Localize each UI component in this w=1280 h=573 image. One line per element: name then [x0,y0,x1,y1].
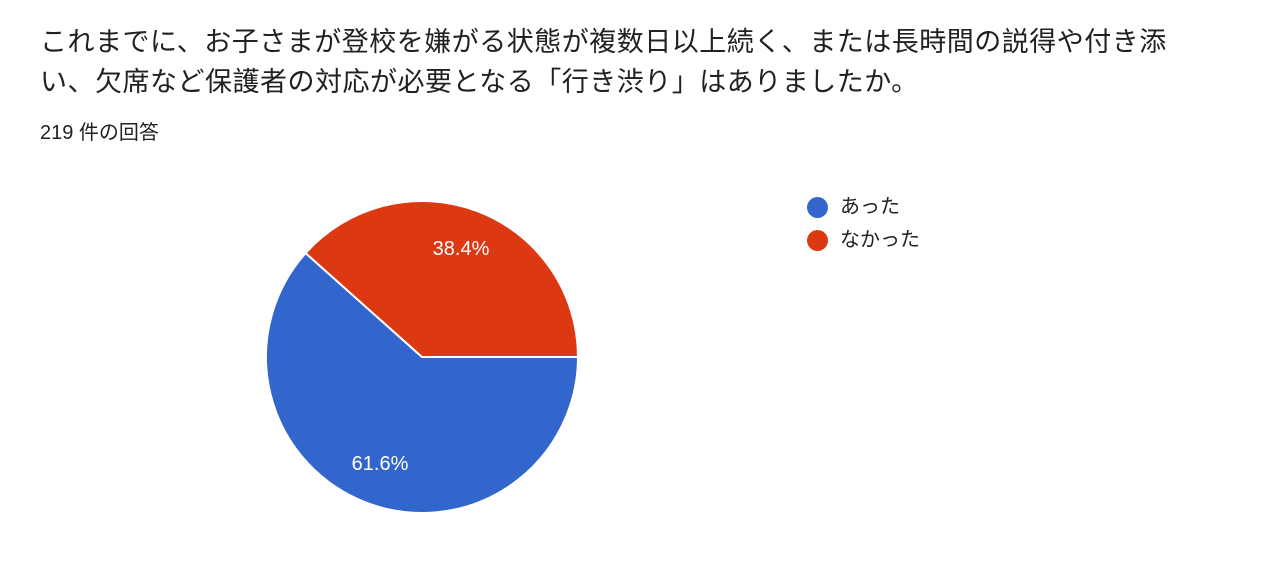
pie-slice-atta[interactable] [265,252,579,514]
response-count: 219 件の回答 [40,122,159,144]
legend-swatch-red-icon [807,230,828,251]
legend-item-nakatta: なかった [807,230,920,251]
legend-swatch-blue-icon [807,197,828,218]
pie-slice-nakatta[interactable] [304,199,579,358]
pie-label-nakatta-percent: 38.4% [433,238,490,260]
legend-label-nakatta: なかった [840,229,920,251]
legend-item-atta: あった [807,197,920,218]
chart-legend: あった なかった [807,197,920,251]
legend-label-atta: あった [840,196,900,218]
question-title: これまでに、お子さまが登校を嫌がる状態が複数日以上続く、または長時間の説得や付き… [40,27,1167,97]
pie-label-atta-percent: 61.6% [352,453,409,475]
